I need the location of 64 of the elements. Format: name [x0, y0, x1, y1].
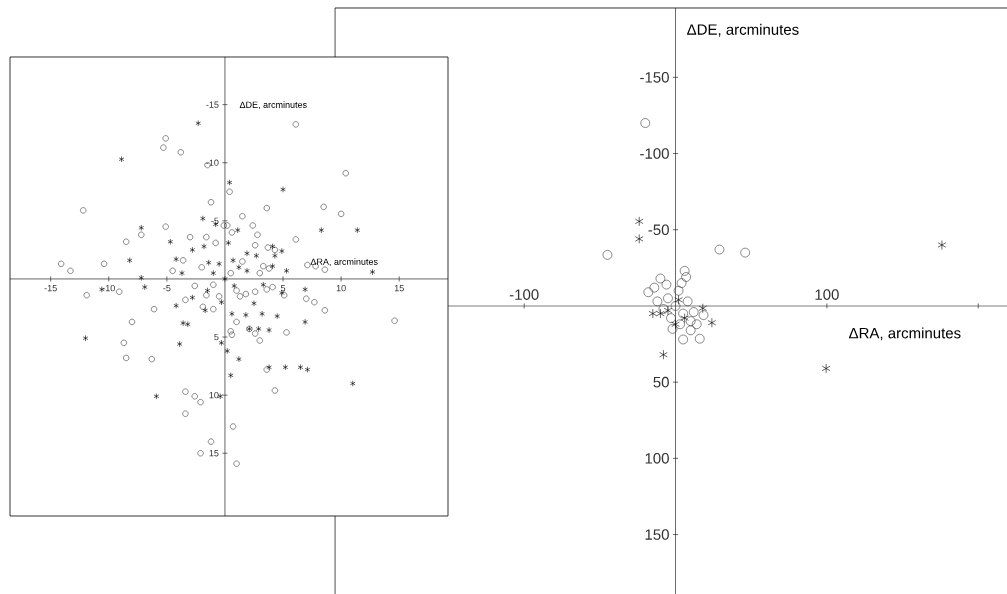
point	[685, 325, 696, 336]
y-tick-label: -100	[640, 148, 669, 159]
point	[671, 319, 680, 330]
y-tick-label: 15	[209, 450, 219, 457]
point	[691, 319, 702, 330]
point	[676, 278, 687, 288]
point	[740, 247, 750, 258]
y-tick-label: 150	[645, 529, 669, 540]
y-tick-label: -50	[648, 224, 669, 236]
x-axis-title: ΔRA, arcminutes	[310, 258, 378, 266]
x-tick-label: -5	[163, 284, 171, 292]
point	[675, 319, 685, 330]
point	[698, 310, 709, 320]
y-axis-title: ΔDE, arcminutes	[239, 101, 307, 110]
x-tick-label: 5	[280, 284, 286, 292]
point	[659, 349, 668, 360]
point	[640, 118, 651, 128]
y-tick-label: 50	[653, 376, 669, 388]
y-tick-label: -15	[206, 101, 219, 108]
point	[673, 285, 684, 296]
point	[649, 282, 660, 293]
point	[652, 296, 663, 307]
point	[661, 279, 672, 290]
point	[698, 303, 707, 314]
point	[602, 250, 613, 260]
point	[663, 293, 673, 304]
point	[667, 324, 678, 334]
point	[678, 334, 688, 345]
x-tick-label: 15	[394, 284, 404, 292]
point	[680, 313, 689, 323]
y-tick-label: -5	[211, 217, 219, 224]
point	[714, 244, 725, 255]
point	[666, 313, 676, 323]
point	[682, 296, 693, 307]
point	[648, 308, 658, 319]
point	[643, 287, 654, 298]
y-tick-label: 5	[214, 333, 219, 341]
point	[635, 216, 644, 227]
point	[670, 301, 681, 311]
point	[688, 307, 699, 317]
point	[656, 308, 665, 319]
x-axis-title: ΔRA, arcminutes	[849, 327, 961, 341]
point	[694, 333, 705, 344]
x-tick-label: 100	[815, 289, 839, 300]
point	[655, 273, 666, 284]
x-tick-label: -15	[44, 284, 57, 292]
point	[821, 363, 831, 374]
point	[635, 234, 644, 244]
x-tick-label: -10	[102, 284, 115, 292]
point	[679, 266, 690, 276]
y-axis-title: ΔDE, arcminutes	[687, 23, 799, 37]
point	[663, 305, 673, 316]
point	[937, 240, 947, 250]
point	[678, 308, 688, 319]
point	[674, 295, 683, 305]
y-tick-label: 10	[209, 391, 219, 399]
y-tick-label: -10	[206, 159, 219, 166]
y-tick-label: -150	[640, 72, 669, 83]
point	[707, 317, 717, 328]
point	[685, 316, 696, 326]
x-tick-label: 10	[336, 284, 346, 292]
point	[681, 272, 691, 282]
y-tick-label: 100	[645, 453, 669, 464]
x-tick-label: -100	[509, 289, 539, 300]
